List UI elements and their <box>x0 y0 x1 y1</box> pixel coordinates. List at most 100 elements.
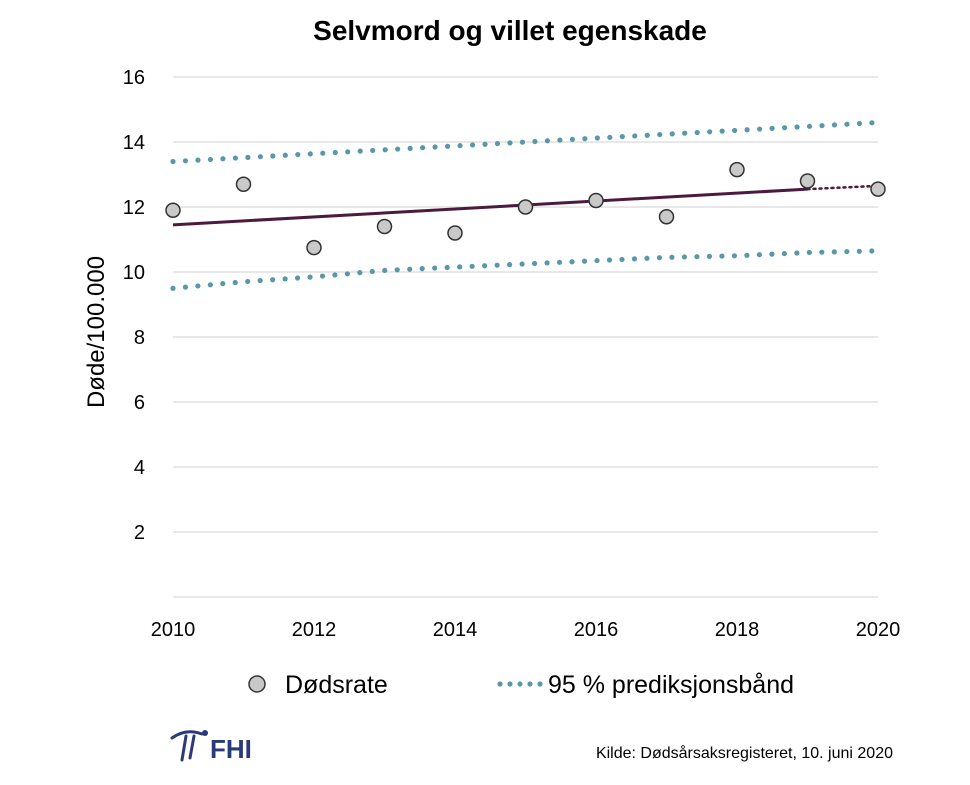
prediction-band-upper-dot <box>594 135 600 141</box>
prediction-band-upper-dot <box>494 140 501 147</box>
prediction-band-upper-dot <box>532 138 538 145</box>
prediction-band-upper-dot <box>657 131 663 138</box>
x-tick-label: 2014 <box>433 619 478 641</box>
series-dodsrate <box>165 161 886 256</box>
prediction-band-upper-dot <box>694 129 700 136</box>
y-tick-label: 16 <box>123 67 145 89</box>
source-note: Kilde: Dødsårsaksregisteret, 10. juni 20… <box>596 744 893 762</box>
prediction-band-lower-dot <box>619 256 625 263</box>
prediction-band-upper-dot <box>769 125 775 131</box>
x-tick-label: 2018 <box>715 619 760 641</box>
prediction-band-lower <box>170 248 875 291</box>
prediction-band-lower-dot <box>282 276 288 282</box>
prediction-band-lower-dot <box>694 254 700 260</box>
data-point <box>517 199 534 215</box>
prediction-band-upper-dot <box>382 147 388 153</box>
prediction-band-upper-dot <box>444 143 451 149</box>
prediction-band-lower-dot <box>844 248 850 255</box>
prediction-band-lower-dot <box>531 260 538 267</box>
prediction-band-upper-dot <box>856 120 863 127</box>
data-point <box>306 239 322 256</box>
prediction-band-upper-dot <box>357 148 363 154</box>
prediction-band-lower-dot <box>232 279 238 286</box>
prediction-band-lower-dot <box>307 274 313 280</box>
fhi-logo-mark-icon <box>170 730 204 762</box>
data-point <box>729 161 745 178</box>
prediction-band-upper-dot <box>207 156 214 163</box>
prediction-band-upper-dot <box>781 125 788 131</box>
prediction-band-upper-dot <box>407 145 413 151</box>
trend-line-forecast <box>806 184 880 191</box>
y-tick-label: 8 <box>134 327 145 349</box>
x-tick-label: 2016 <box>574 619 619 641</box>
data-point <box>588 192 604 209</box>
prediction-band-lower-dot <box>719 253 725 259</box>
legend-marker-dodsrate <box>248 675 266 693</box>
prediction-band-upper-dot <box>420 145 426 151</box>
prediction-band-lower-dot <box>669 254 675 260</box>
prediction-band-lower-dot <box>856 248 862 254</box>
x-tick-label: 2020 <box>856 619 901 641</box>
y-tick-label: 4 <box>134 457 145 479</box>
data-point <box>658 209 675 225</box>
legend-marker-band <box>497 681 543 687</box>
y-tick-label: 10 <box>123 262 145 284</box>
prediction-band-upper-dot <box>332 149 338 156</box>
prediction-band-lower-dot <box>257 277 263 284</box>
prediction-band-lower-dot <box>294 275 301 281</box>
prediction-band-upper-dot <box>270 153 276 159</box>
prediction-band-lower-dot <box>656 255 663 261</box>
prediction-band-lower-dot <box>644 255 650 261</box>
prediction-band-lower-dot <box>731 253 738 259</box>
prediction-band-upper-dot <box>794 124 800 130</box>
prediction-band-upper-dot <box>432 144 438 150</box>
prediction-band-upper-dot <box>544 138 551 144</box>
grid-lines <box>173 76 878 598</box>
y-tick-label: 14 <box>123 132 145 154</box>
prediction-band-upper-dot <box>844 121 850 127</box>
prediction-band-upper-dot <box>395 146 401 152</box>
prediction-band-lower-dot <box>207 282 213 288</box>
prediction-band-upper-dot <box>632 133 638 139</box>
prediction-band-lower-dot <box>681 254 688 260</box>
prediction-band-lower-dot <box>781 250 787 257</box>
prediction-band-lower-dot <box>482 263 488 269</box>
prediction-band-lower-dot <box>170 285 176 291</box>
prediction-band-upper-dot <box>245 154 251 160</box>
prediction-band-lower-dot <box>794 250 800 256</box>
data-point <box>447 225 463 241</box>
prediction-band-lower-dot <box>469 263 475 269</box>
prediction-band-lower-dot <box>182 284 189 290</box>
prediction-band-lower-dot <box>332 272 338 278</box>
prediction-band-upper-dot <box>457 143 463 149</box>
fhi-logo-dot-icon <box>202 730 208 736</box>
prediction-band-upper-dot <box>682 130 688 136</box>
prediction-band-upper-dot <box>370 147 376 154</box>
prediction-band-lower-dot <box>319 273 326 279</box>
prediction-band-lower-dot <box>831 249 837 255</box>
prediction-band-upper-dot <box>619 134 625 140</box>
data-point <box>165 202 181 218</box>
prediction-band-upper-dot <box>757 126 763 132</box>
prediction-band-upper-dot <box>507 140 513 146</box>
prediction-band-lower-dot <box>432 265 438 271</box>
prediction-band-upper-dot <box>482 141 488 147</box>
legend-label-band: 95 % prediksjonsbånd <box>548 671 794 699</box>
prediction-band-upper-dot <box>669 131 675 137</box>
prediction-band-lower-dot <box>706 253 713 259</box>
data-point <box>376 218 393 235</box>
prediction-band-upper-dot <box>582 136 588 142</box>
y-tick-label: 6 <box>134 392 145 414</box>
prediction-band-lower-dot <box>382 267 388 273</box>
series-layer <box>165 120 886 291</box>
prediction-band-upper-dot <box>819 122 825 129</box>
prediction-band-upper-dot <box>831 122 838 128</box>
prediction-band-lower-dot <box>394 267 400 273</box>
prediction-band-lower-dot <box>869 248 875 254</box>
prediction-band-upper-dot <box>732 127 738 134</box>
prediction-band-upper-dot <box>707 129 713 135</box>
y-tick-labels: 2 4 6 8 10 12 14 16 <box>123 67 145 544</box>
prediction-band-upper-dot <box>644 132 650 138</box>
